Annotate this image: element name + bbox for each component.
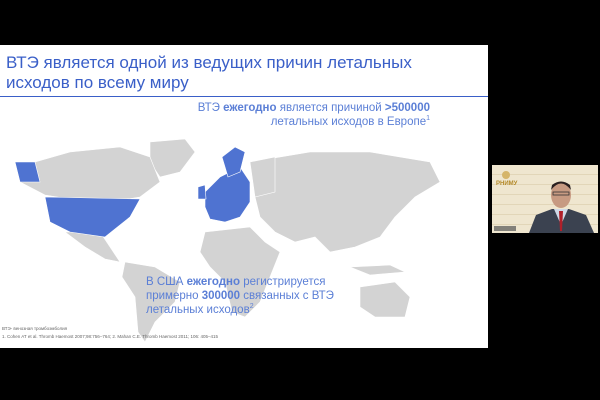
footnote-ref: 2 [249,303,254,311]
presentation-slide: ВТЭ является одной из ведущих причин лет… [0,45,488,348]
name-caption [494,226,516,231]
world-map [14,138,441,343]
map-europe [204,166,251,223]
europe-callout: ВТЭ ежегодно является причиной >500000 л… [198,101,430,129]
map-usa [44,196,141,238]
map-canada [19,146,161,203]
university-logo: РНИМУ [496,171,517,187]
map-scandinavia [221,146,246,178]
logo-text: РНИМУ [496,181,518,187]
map-russia-west [249,156,276,198]
speaker-video [529,181,594,233]
callout-text: связанных с ВТЭ [240,290,334,302]
map-mexico [64,231,121,263]
map-south-america [121,261,181,343]
map-australia [359,281,411,318]
map-asia [249,151,441,253]
webcam-video: РНИМУ [492,165,598,233]
slide-title: ВТЭ является одной из ведущих причин лет… [6,53,412,92]
callout-number: >500000 [384,102,430,114]
callout-text: ВТЭ [197,102,224,114]
callout-text: летальных исходов в Европе [270,116,427,128]
title-divider [0,96,488,97]
callout-bold: ежегодно [223,102,277,114]
map-alaska [14,161,41,183]
map-indonesia [349,264,407,276]
callout-number: 300000 [201,290,241,302]
emblem-icon [502,171,510,179]
map-africa [199,226,281,318]
usa-callout: В США ежегодно регистрируется примерно 3… [146,275,334,317]
footnote-ref: 1 [426,115,430,123]
callout-text: примерно [146,290,202,302]
map-uk [197,184,207,200]
callout-text: летальных исходов [146,304,250,316]
footnote-abbreviation: ВТЭ- венозная тромбоэмболия [2,326,68,331]
callout-text: регистрируется [240,276,326,288]
callout-text: является причиной [276,102,385,114]
footnote-references: 1. Cohen AT et al. Thromb Haemost 2007;9… [2,334,218,339]
map-greenland [149,138,196,178]
callout-bold: ежегодно [186,276,241,288]
callout-text: В США [146,276,187,288]
